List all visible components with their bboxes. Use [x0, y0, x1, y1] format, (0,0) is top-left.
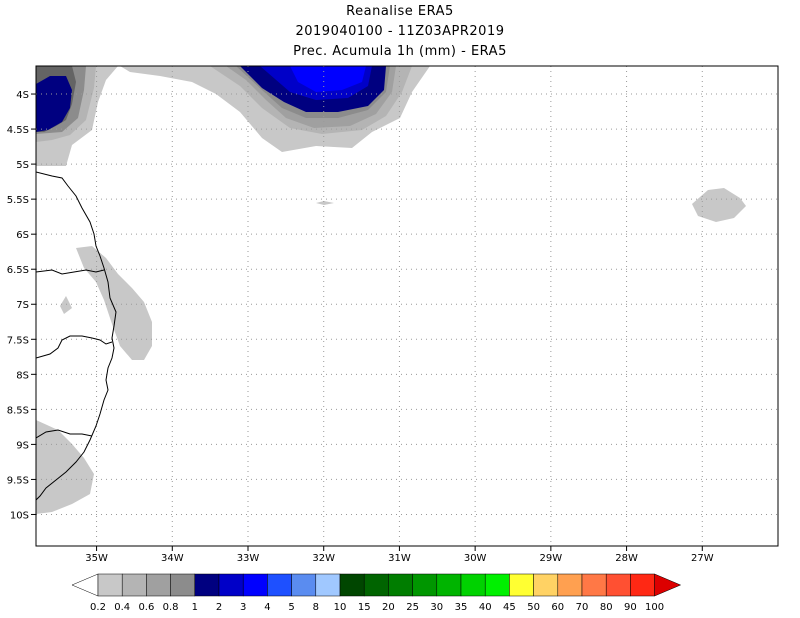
colorbar-label: 0.2	[90, 602, 106, 613]
colorbar-swatch	[460, 573, 486, 597]
colorbar-swatch	[121, 573, 147, 597]
lon-tick-label: 35W	[85, 553, 108, 564]
colorbar-swatch	[339, 573, 365, 597]
colorbar-swatch	[363, 573, 389, 597]
lat-tick-label: 9S	[16, 440, 29, 451]
colorbar-label: 0.6	[138, 602, 154, 613]
colorbar-label: 20	[382, 602, 395, 613]
colorbar-label: 10	[334, 602, 347, 613]
colorbar-label: 8	[313, 602, 319, 613]
lat-tick-label: 6S	[16, 230, 29, 241]
coastline	[36, 171, 117, 501]
colorbar-swatch	[557, 573, 583, 597]
precip-area-east	[692, 188, 746, 222]
lon-tick-label: 32W	[312, 553, 335, 564]
lon-tick-label: 33W	[237, 553, 260, 564]
colorbar-label: 80	[600, 602, 613, 613]
colorbar-label: 35	[455, 602, 468, 613]
colorbar: 0.2 0.4 0.6 0.8 1 2 3 4 5 8 10 15 20 25 30 35 40 45 50 60 70…	[71, 573, 682, 613]
lat-tick-label: 7.5S	[7, 335, 29, 346]
lat-tick-label: 5S	[16, 160, 29, 171]
axis-labels: 35W 34W 33W 32W 31W 30W 29W 28W 27W 4S 4.5S 5S 5.5S 6…	[7, 90, 714, 564]
lon-tick-label: 31W	[388, 553, 411, 564]
colorbar-swatch	[242, 573, 268, 597]
colorbar-label: 90	[624, 602, 637, 613]
colorbar-label: 1	[192, 602, 198, 613]
colorbar-swatch	[412, 573, 438, 597]
precip-area-north-central	[120, 66, 430, 152]
lat-tick-label: 6.5S	[7, 265, 29, 276]
colorbar-label: 30	[430, 602, 443, 613]
colorbar-swatch	[194, 573, 220, 597]
colorbar-swatch	[509, 573, 534, 597]
precip-area-sliver	[316, 201, 334, 205]
colorbar-over-arrow	[654, 573, 682, 597]
lat-tick-label: 8.5S	[7, 405, 29, 416]
colorbar-label: 4	[264, 602, 270, 613]
lon-tick-label: 28W	[615, 553, 638, 564]
lon-tick-label: 27W	[691, 553, 714, 564]
lat-tick-label: 10S	[10, 510, 29, 521]
colorbar-swatch	[581, 573, 607, 597]
colorbar-label: 0.8	[163, 602, 179, 613]
colorbar-swatch	[97, 573, 123, 597]
precip-area-northwest	[36, 66, 118, 166]
colorbar-swatch	[605, 573, 631, 597]
lat-tick-label: 5.5S	[7, 195, 29, 206]
colorbar-swatch	[388, 573, 413, 597]
colorbar-swatch	[630, 573, 655, 597]
colorbar-swatch	[436, 573, 462, 597]
lat-tick-label: 7S	[16, 300, 29, 311]
colorbar-label: 60	[551, 602, 564, 613]
colorbar-label: 5	[288, 602, 294, 613]
lat-tick-label: 4.5S	[7, 125, 29, 136]
colorbar-label: 45	[503, 602, 516, 613]
state-borders	[36, 269, 113, 439]
colorbar-label: 50	[527, 602, 540, 613]
lon-tick-label: 30W	[464, 553, 487, 564]
plot-frame	[35, 65, 779, 547]
colorbar-label: 2	[216, 602, 222, 613]
graticule	[36, 66, 778, 546]
lat-tick-label: 4S	[16, 90, 29, 101]
precip-area-coast	[36, 246, 152, 514]
lon-tick-label: 29W	[540, 553, 563, 564]
colorbar-swatch	[267, 573, 292, 597]
lat-tick-label: 8S	[16, 370, 29, 381]
colorbar-under-arrow	[71, 573, 99, 597]
colorbar-swatch	[291, 573, 317, 597]
colorbar-swatch	[170, 573, 196, 597]
lat-tick-label: 9.5S	[7, 475, 29, 486]
colorbar-label: 25	[406, 602, 419, 613]
colorbar-label: 40	[479, 602, 492, 613]
colorbar-label: 0.4	[114, 602, 130, 613]
colorbar-swatch	[484, 573, 510, 597]
map-title: Reanalise ERA5	[346, 4, 454, 19]
colorbar-swatch	[533, 573, 559, 597]
colorbar-label: 3	[240, 602, 246, 613]
colorbar-swatch	[315, 573, 341, 597]
colorbar-swatch	[218, 573, 244, 597]
colorbar-label: 15	[358, 602, 371, 613]
colorbar-swatch	[146, 573, 171, 597]
precip-fields	[36, 66, 746, 514]
map-variable: Prec. Acumula 1h (mm) - ERA5	[293, 44, 507, 59]
colorbar-label: 100	[645, 602, 664, 613]
colorbar-label: 70	[576, 602, 589, 613]
map-date: 2019040100 - 11Z03APR2019	[295, 24, 505, 39]
lon-tick-label: 34W	[161, 553, 184, 564]
